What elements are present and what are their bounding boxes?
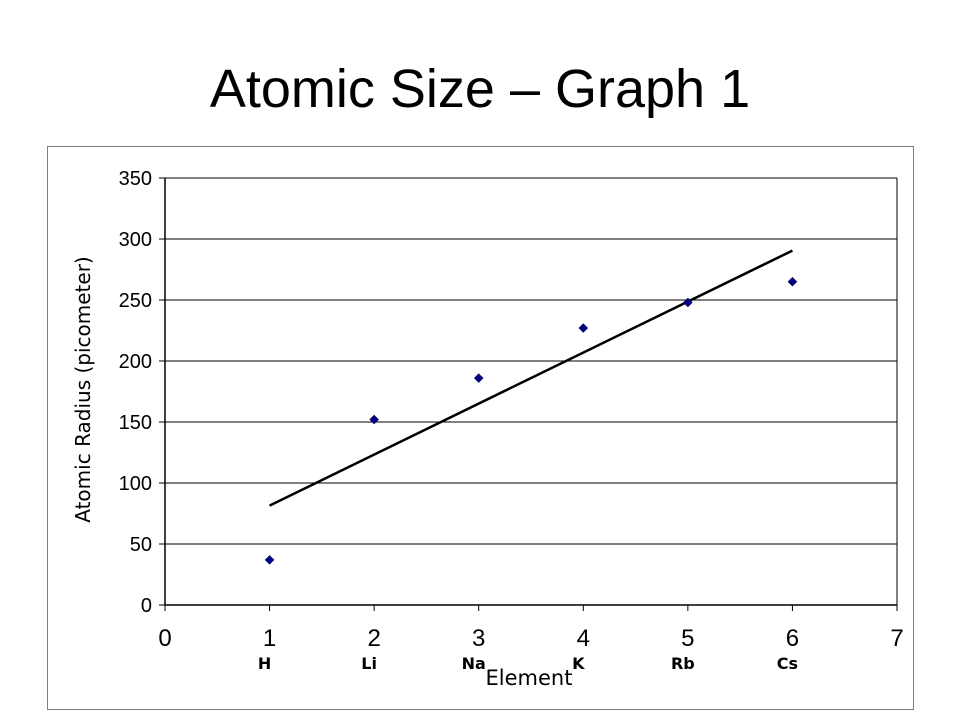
x-tick-label: 3 — [472, 625, 485, 652]
axes — [159, 177, 898, 611]
gridlines — [165, 177, 897, 545]
y-tick-label: 350 — [119, 168, 152, 190]
chart-area — [47, 146, 914, 710]
y-tick-label: 300 — [119, 229, 152, 251]
element-label: Cs — [777, 654, 798, 673]
y-tick-label: 150 — [119, 412, 152, 434]
x-tick-label: 7 — [890, 625, 903, 652]
y-tick-label: 0 — [141, 595, 152, 617]
tick-labels: 0 50 100 150 200 250 300 350 0 1 2 3 4 5 6 7 H Li Na K Rb Cs — [119, 168, 904, 673]
x-tick-label: 5 — [681, 625, 694, 652]
x-tick-label: 1 — [263, 625, 276, 652]
element-label: Rb — [671, 654, 695, 673]
y-tick-label: 50 — [130, 534, 152, 556]
y-tick-label: 250 — [119, 290, 152, 312]
data-point — [264, 555, 275, 565]
data-point — [787, 276, 798, 287]
data-point — [369, 414, 379, 425]
y-axis-title: Atomic Radius (picometer) — [71, 256, 95, 522]
data-point — [578, 323, 589, 333]
trendline — [269, 249, 793, 507]
element-label: Na — [462, 654, 486, 673]
y-tick-label: 200 — [119, 351, 152, 373]
x-tick-label: 4 — [577, 625, 590, 652]
data-point — [473, 373, 484, 383]
data-points — [264, 276, 798, 565]
x-tick-label: 6 — [786, 625, 799, 652]
x-tick-label: 0 — [158, 625, 171, 652]
x-tick-label: 2 — [367, 625, 380, 652]
trendline-layer — [269, 249, 793, 507]
x-axis-title: Element — [486, 666, 573, 690]
element-label: H — [258, 654, 271, 673]
element-label: Li — [361, 654, 377, 673]
element-label: K — [572, 654, 585, 673]
slide-title: Atomic Size – Graph 1 — [209, 59, 751, 119]
data-point — [683, 297, 693, 308]
y-tick-label: 100 — [119, 473, 152, 495]
